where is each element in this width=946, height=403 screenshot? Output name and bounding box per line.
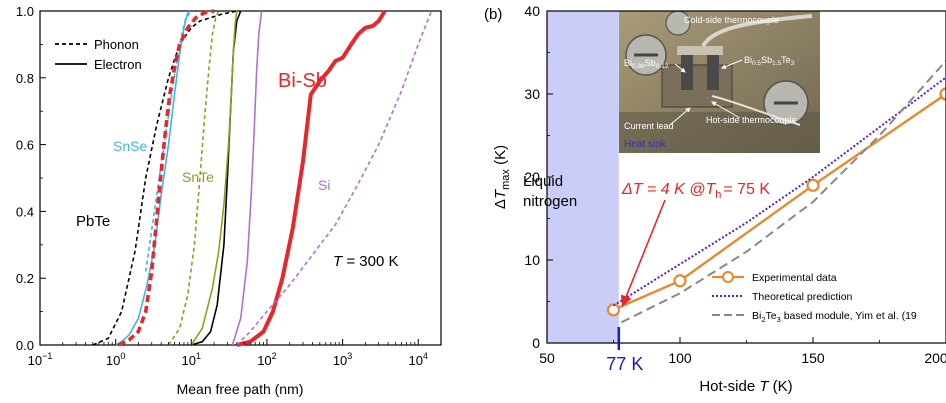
module-base — [661, 64, 733, 108]
x-tick-label: 103 — [333, 351, 352, 368]
series-snse-solid-line — [115, 10, 191, 346]
y-tick-label: 20 — [524, 169, 540, 185]
y-tick-label: 10 — [524, 252, 540, 268]
marker-77k-label: 77 K — [606, 354, 643, 374]
series-snte-solid-line — [190, 10, 238, 346]
panel-b-y-ticks: 0 10 20 30 40 — [524, 3, 553, 351]
label-bisb: Bi-Sb — [278, 70, 327, 92]
leg-bisbte — [707, 52, 719, 90]
label-si: Si — [318, 177, 330, 193]
x-tick-label: 200 — [924, 350, 946, 366]
y-tick-label: 0.0 — [16, 338, 34, 353]
panel-a-x-axis-label: Mean free path (nm) — [177, 381, 304, 397]
legend-experimental-marker — [722, 271, 734, 283]
label-snte: SnTe — [182, 169, 214, 185]
photo-label-current-lead: Current lead — [624, 121, 674, 131]
photo-label-heat-sink: Heat sink — [624, 139, 667, 150]
liquid-nitrogen-label-line2: nitrogen — [523, 193, 577, 210]
panel-a-series — [92, 9, 433, 347]
photo-label-hot-thermocouple: Hot-side thermocouple — [706, 115, 797, 125]
panel-b-y-axis-label: ΔTmax (K) — [492, 145, 512, 209]
y-tick-label: 0.2 — [16, 271, 34, 286]
setup-photo: Cold-side thermocouple Bi0.88Sb0.12 Bi0.… — [619, 10, 820, 153]
x-tick-label: 10−1 — [28, 351, 53, 368]
series-si-dashed-line — [236, 10, 433, 346]
panel-b: (b) Liquid nitrogen Cold-side thermocoup… — [484, 3, 946, 395]
panel-b-legend: Experimental data Theoretical prediction… — [712, 271, 917, 324]
photo-label-cold-thermocouple: Cold-side thermocouple — [684, 15, 779, 25]
panel-b-label: (b) — [484, 6, 502, 23]
x-tick-label: 50 — [539, 350, 555, 366]
experimental-data-point — [939, 87, 946, 101]
callout-arrow — [620, 199, 666, 307]
y-tick-label: 0 — [532, 335, 540, 351]
legend-phonon-label: Phonon — [94, 37, 139, 52]
experimental-data-point — [673, 274, 687, 288]
legend-bi2te3-label: Bi2Te3 based module, Yim et al. (19 — [752, 310, 917, 324]
y-tick-label: 40 — [524, 3, 540, 19]
label-snse: SnSe — [113, 138, 147, 154]
series-bi-sb-solid-line — [236, 9, 387, 347]
series-theoretical-prediction-line — [612, 76, 946, 307]
panel-b-series — [606, 60, 946, 324]
photo-arrow-bisb — [674, 63, 686, 73]
series-experimental-data-line — [613, 93, 946, 311]
panel-a: 10−1 100 101 102 103 104 0.0 0.2 0.4 0.6 0.8 1.0 P… — [16, 4, 442, 397]
x-tick-label: 102 — [257, 351, 276, 368]
x-tick-label: 100 — [106, 351, 125, 368]
callout-text: ΔT = 4 K @Th = 75 K — [621, 181, 770, 201]
y-tick-label: 0.6 — [16, 138, 34, 153]
series-si-solid-line — [231, 10, 263, 346]
liquid-nitrogen-label-line1: Liquid — [523, 173, 563, 190]
leg-bisb — [681, 52, 693, 90]
label-pbte: PbTe — [76, 213, 110, 230]
y-tick-label: 0.8 — [16, 71, 34, 86]
y-tick-label: 30 — [524, 86, 540, 102]
photo-arrow-bisbte — [721, 59, 743, 69]
series-snte-dashed-line — [167, 10, 220, 346]
series-bi2te3-based-module-yim-et-al-19-line — [621, 60, 946, 324]
x-tick-label: 101 — [182, 351, 201, 368]
liquid-nitrogen-region — [547, 11, 619, 343]
panel-a-x-ticks: 10−1 100 101 102 103 104 — [28, 339, 428, 368]
x-tick-label: 150 — [801, 350, 825, 366]
experimental-data-point — [606, 303, 621, 317]
photo-arrow-hot-thermocouple — [711, 101, 741, 119]
x-tick-label: 100 — [668, 350, 692, 366]
panel-a-y-ticks: 0.0 0.2 0.4 0.6 0.8 1.0 — [16, 4, 46, 353]
label-temperature: T = 300 K — [333, 253, 398, 270]
y-tick-label: 1.0 — [16, 4, 34, 19]
current-lead-wire — [711, 95, 801, 126]
experimental-data-point — [806, 178, 820, 192]
legend-electron-label: Electron — [94, 57, 142, 72]
legend-theoretical-label: Theoretical prediction — [752, 291, 853, 303]
y-tick-label: 0.4 — [16, 204, 34, 219]
legend-experimental-label: Experimental data — [752, 272, 837, 284]
x-tick-label: 104 — [408, 351, 427, 368]
series-bi-sb-dashed-line — [118, 9, 215, 347]
thermocouple-wire — [701, 14, 813, 48]
panel-b-x-ticks: 50 100 150 200 — [539, 337, 946, 366]
photo-arrow-current-lead — [669, 107, 691, 126]
panel-a-legend: Phonon Electron — [55, 37, 142, 72]
cold-plate — [677, 46, 723, 55]
panel-b-x-axis-label: Hot-side T (K) — [699, 378, 792, 395]
